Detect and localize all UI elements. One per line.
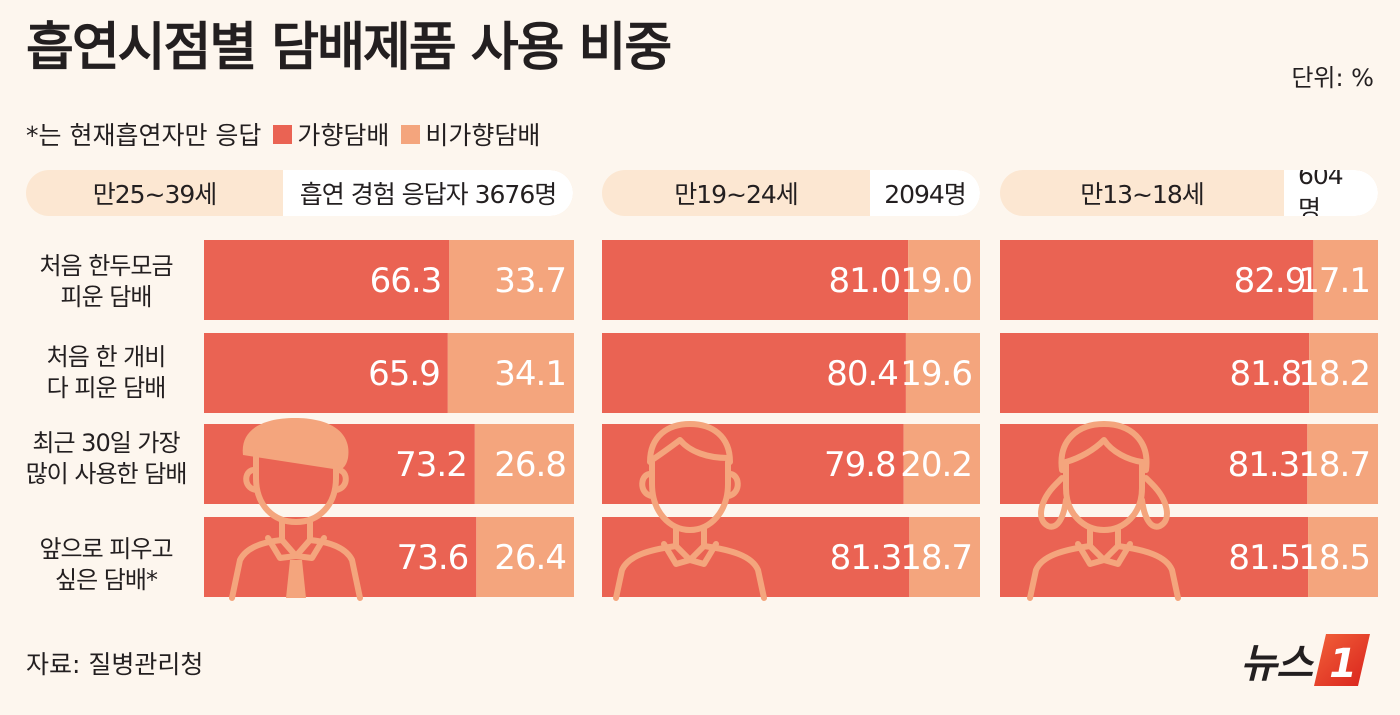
bar-segment-unflavored xyxy=(447,333,574,413)
news1-logo: 뉴스 1 xyxy=(1240,630,1372,690)
row-label-line: 다 피운 담배 xyxy=(46,374,167,402)
bar-value-label: 65.9 xyxy=(368,354,440,394)
bar-segment-flavored xyxy=(204,517,477,597)
row-label-line: 최근 30일 가장 xyxy=(32,429,180,457)
bar-segment-flavored xyxy=(602,240,909,320)
logo-mark-icon: 1 xyxy=(1314,634,1370,687)
bar-value-label: 19.0 xyxy=(900,261,972,301)
bar-segment-unflavored xyxy=(1307,424,1378,504)
bar-segment-unflavored xyxy=(449,240,574,320)
legend-item-unflavored: 비가향담배 xyxy=(401,116,540,152)
row-label-line: 싶은 담배* xyxy=(55,566,158,594)
row-label-first-whole: 처음 한 개비 다 피운 담배 xyxy=(20,342,192,404)
panel-respondent-count: 흡연 경험 응답자 3676명 xyxy=(283,170,573,216)
legend: *는 현재흡연자만 응답 가향담배 비가향담배 xyxy=(26,116,540,152)
bar-value-label: 33.7 xyxy=(494,261,566,301)
bar-segment-flavored xyxy=(602,517,910,597)
young-man-figure-icon xyxy=(613,421,767,601)
bar-value-label: 19.6 xyxy=(900,354,972,394)
bar-segment-unflavored xyxy=(908,240,980,320)
bar-value-label: 34.1 xyxy=(494,354,566,394)
legend-item-flavored: 가향담배 xyxy=(273,116,389,152)
row-label-line: 처음 한두모금 xyxy=(39,252,173,280)
bar-segment-unflavored xyxy=(476,517,574,597)
bar-segment-unflavored xyxy=(1309,333,1378,413)
bar-value-label: 73.2 xyxy=(395,445,467,485)
bar-value-label: 20.2 xyxy=(900,445,972,485)
man-figure-icon xyxy=(229,418,363,601)
bar-value-label: 18.7 xyxy=(1298,445,1370,485)
row-label-line: 많이 사용한 담배 xyxy=(25,460,188,488)
girl-figure-icon xyxy=(1027,421,1181,601)
bar-segment-flavored xyxy=(204,240,450,320)
bar-value-label: 81.5 xyxy=(1228,538,1300,578)
bar-segment-unflavored xyxy=(1308,517,1378,597)
logo-mark-text: 1 xyxy=(1329,641,1357,687)
row-label-recent-30-days: 최근 30일 가장 많이 사용한 담배 xyxy=(20,428,192,490)
bar-value-label: 82.9 xyxy=(1234,261,1306,301)
panel-age-label: 만13~18세 xyxy=(1080,180,1205,209)
bar-value-label: 79.8 xyxy=(824,445,896,485)
bar-value-label: 81.0 xyxy=(828,261,900,301)
bar-segment-unflavored xyxy=(474,424,574,504)
row-label-line: 피운 담배 xyxy=(60,283,153,311)
figure-layer xyxy=(229,418,1181,601)
source-text: 자료: 질병관리청 xyxy=(26,650,204,679)
panel-header-13-18: 만13~18세 604명 xyxy=(1000,170,1378,216)
bar-value-label: 80.4 xyxy=(826,354,898,394)
bar-layer: 66.3 33.7 65.9 34.1 73.2 26.8 73.6 26.4 81.0 19.0… xyxy=(204,240,1378,597)
legend-swatch-flavored xyxy=(273,124,293,144)
row-label-line: 처음 한 개비 xyxy=(46,343,167,371)
bar-segment-unflavored xyxy=(903,424,980,504)
bar-segment-flavored xyxy=(602,333,906,413)
bar-segment-unflavored xyxy=(905,333,980,413)
bar-value-label: 18.2 xyxy=(1298,354,1370,394)
logo-text: 뉴스 xyxy=(1240,641,1313,687)
chart-title: 흡연시점별 담배제품 사용 비중 xyxy=(26,18,672,78)
bar-value-label: 18.5 xyxy=(1298,538,1370,578)
bar-segment-flavored xyxy=(1000,240,1314,320)
bar-value-label: 17.1 xyxy=(1298,261,1370,301)
panel-respondent-count: 604명 xyxy=(1284,170,1378,216)
bar-value-label: 26.4 xyxy=(494,538,566,578)
row-label-first-puffs: 처음 한두모금 피운 담배 xyxy=(20,251,192,313)
bar-value-label: 18.7 xyxy=(900,538,972,578)
bar-value-label: 81.8 xyxy=(1230,354,1302,394)
bar-value-label: 81.3 xyxy=(830,538,902,578)
bar-segment-unflavored xyxy=(1313,240,1378,320)
note-text: *는 현재흡연자만 응답 xyxy=(26,121,262,150)
bar-value-label: 73.6 xyxy=(397,538,469,578)
row-label-want-to-smoke: 앞으로 피우고 싶은 담배* xyxy=(20,534,192,596)
bar-value-label: 66.3 xyxy=(370,261,442,301)
bar-segment-flavored xyxy=(1000,333,1310,413)
unit-label: 단위: % xyxy=(1291,64,1374,92)
bar-segment-unflavored xyxy=(909,517,980,597)
bar-value-label: 26.8 xyxy=(494,445,566,485)
bar-segment-flavored xyxy=(204,333,448,413)
legend-swatch-unflavored xyxy=(401,124,421,144)
panel-respondent-count: 2094명 xyxy=(870,170,980,216)
panel-age-label: 만25~39세 xyxy=(92,180,218,209)
panel-header-19-24: 만19~24세 2094명 xyxy=(602,170,980,216)
row-label-line: 앞으로 피우고 xyxy=(39,535,173,563)
panel-age-label: 만19~24세 xyxy=(674,180,799,209)
panel-header-25-39: 만25~39세 흡연 경험 응답자 3676명 xyxy=(26,170,573,216)
bar-value-label: 81.3 xyxy=(1228,445,1300,485)
legend-label-unflavored: 비가향담배 xyxy=(425,121,541,150)
legend-label-flavored: 가향담배 xyxy=(297,121,390,150)
